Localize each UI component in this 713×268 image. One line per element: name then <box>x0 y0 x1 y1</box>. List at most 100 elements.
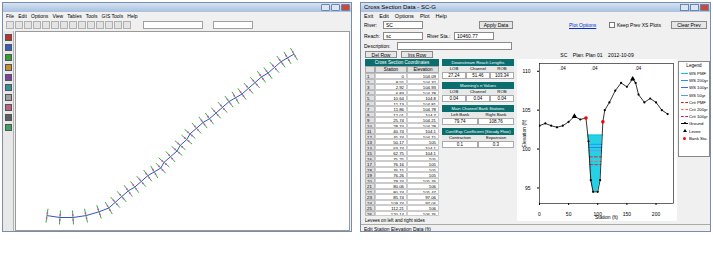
html-text:21: 21 <box>367 184 372 189</box>
svg-text:200: 200 <box>652 211 661 217</box>
html-text:104.93: 104.93 <box>422 85 436 90</box>
html-text:105: 105 <box>428 140 436 145</box>
html-text:104.78: 104.78 <box>422 90 436 96</box>
html-text:Exit Edit Options Plot Help: Exit Edit Options Plot Help <box>364 13 447 19</box>
html-text:6.83: 6.83 <box>395 90 404 96</box>
svg-text:100: 100 <box>522 145 531 152</box>
html-text:105: 105 <box>428 156 436 162</box>
svg-text:50: 50 <box>566 211 572 217</box>
html-text:104.1: 104.1 <box>425 129 436 134</box>
html-text:97.06: 97.06 <box>425 200 436 206</box>
html-text:WS 50yr: WS 50yr <box>689 92 706 98</box>
html-text:20: 20 <box>367 178 372 184</box>
html-text:Del Row: Del Row <box>371 52 391 58</box>
html-text:105.47: 105.47 <box>422 189 436 195</box>
html-text:Crit 100yr: Crit 100yr <box>689 114 708 120</box>
html-text:Ins Row: Ins Row <box>408 52 426 58</box>
html-text:76.26: 76.26 <box>393 173 404 178</box>
html-text:120.14: 120.14 <box>390 211 404 217</box>
svg-text:0: 0 <box>538 211 541 217</box>
html-text:11.86: 11.86 <box>393 107 404 112</box>
html-text:Apply Data: Apply Data <box>483 22 509 28</box>
html-text:12.01: 12.01 <box>393 112 404 118</box>
html-text:104.09: 104.09 <box>422 74 436 79</box>
svg-text:.04: .04 <box>635 66 642 71</box>
html-text:104.1: 104.1 <box>425 151 436 156</box>
html-text:80.06: 80.06 <box>393 184 404 189</box>
html-text:40.74: 40.74 <box>393 129 404 134</box>
html-text:18: 18 <box>367 167 372 173</box>
html-text:79.74: 79.74 <box>393 178 404 184</box>
html-text:WS 200yr: WS 200yr <box>689 78 708 84</box>
html-text:13: 13 <box>367 140 372 145</box>
html-text:2.92: 2.92 <box>395 85 404 90</box>
html-text:Elevation: Elevation <box>413 67 433 72</box>
html-text:sc: sc <box>386 33 391 39</box>
svg-text:150: 150 <box>623 211 632 217</box>
html-text:11: 11 <box>367 129 372 134</box>
html-text:Keep Prev XS Plots: Keep Prev XS Plots <box>617 22 661 28</box>
html-text:17: 17 <box>367 162 372 167</box>
svg-text:.04: .04 <box>560 66 567 71</box>
html-text:25.74: 25.74 <box>393 118 404 123</box>
html-text:Station: Station <box>383 67 399 72</box>
html-text:Reach:: Reach: <box>364 33 380 39</box>
html-text:10.64: 10.64 <box>393 96 404 101</box>
html-text:SC: SC <box>386 22 393 28</box>
html-text:River Sta.:: River Sta.: <box>427 33 451 39</box>
html-text:10460.77: 10460.77 <box>457 33 478 39</box>
html-text:16: 16 <box>367 156 372 162</box>
html-text:10: 10 <box>367 123 372 129</box>
html-text:File Edit Options View Tables: File Edit Options View Tables Tools GIS … <box>6 13 138 19</box>
html-text:109.74: 109.74 <box>390 200 404 206</box>
svg-text:105: 105 <box>522 107 531 113</box>
html-text:104.28: 104.28 <box>422 123 436 129</box>
html-text:80.74: 80.74 <box>393 189 404 195</box>
html-text:River:: River: <box>364 22 378 28</box>
html-text:104.15: 104.15 <box>422 134 436 140</box>
html-text:105: 105 <box>428 167 436 173</box>
html-text:105.76: 105.76 <box>422 178 436 184</box>
html-text:Ground: Ground <box>689 121 704 127</box>
html-text:104.7: 104.7 <box>425 112 436 118</box>
html-text:76.15: 76.15 <box>393 167 404 173</box>
html-text:106.76: 106.76 <box>422 211 436 217</box>
html-text:15: 15 <box>367 151 372 156</box>
html-text:11.13: 11.13 <box>393 101 404 107</box>
html-text:76.16: 76.16 <box>393 162 404 167</box>
svg-text:Station (ft): Station (ft) <box>595 214 618 220</box>
svg-text:95: 95 <box>525 185 531 191</box>
html-text:8.55: 8.55 <box>395 79 404 85</box>
html-text:104.21: 104.21 <box>422 118 436 123</box>
html-text:50.17: 50.17 <box>393 140 404 145</box>
html-text:104.1: 104.1 <box>425 145 436 151</box>
html-text:63.74: 63.74 <box>393 145 404 151</box>
html-text:Crit PMF: Crit PMF <box>689 99 706 105</box>
html-text:Levee: Levee <box>689 128 701 134</box>
html-text:28.74: 28.74 <box>393 123 404 129</box>
html-text:104.78: 104.78 <box>422 107 436 112</box>
html-text:Clear Prev: Clear Prev <box>677 22 701 28</box>
html-text:105: 105 <box>428 173 436 178</box>
html-text:Cross Section Coordinates: Cross Section Coordinates <box>374 60 430 65</box>
html-text:105: 105 <box>428 162 436 167</box>
svg-text:Elevation (ft): Elevation (ft) <box>521 119 527 147</box>
html-text:12: 12 <box>367 134 372 140</box>
html-text:14: 14 <box>367 145 372 151</box>
html-text:Description:: Description: <box>364 43 391 49</box>
html-text:104.32: 104.32 <box>422 79 436 85</box>
svg-text:110: 110 <box>523 68 531 74</box>
html-text:62.75: 62.75 <box>393 151 404 156</box>
html-text:104.8: 104.8 <box>425 96 436 101</box>
svg-text:.04: .04 <box>591 66 598 71</box>
html-text:Plot Options: Plot Options <box>569 22 597 28</box>
html-text:45.74: 45.74 <box>393 134 404 140</box>
html-text:SC Plan: Plan 01 2012-10-09: SC Plan: Plan 01 2012-10-09 <box>560 52 634 58</box>
html-text:19: 19 <box>367 173 372 178</box>
html-text:104.81: 104.81 <box>422 101 436 107</box>
html-text:Cross Section Data - SC-G: Cross Section Data - SC-G <box>364 4 436 10</box>
html-text:Edit Station Elevation Data (f: Edit Station Elevation Data (ft) <box>364 226 431 232</box>
html-text:75.25: 75.25 <box>393 156 404 162</box>
html-text:WS 100yr: WS 100yr <box>689 85 708 91</box>
html-text:Bank Sta.: Bank Sta. <box>689 135 708 141</box>
